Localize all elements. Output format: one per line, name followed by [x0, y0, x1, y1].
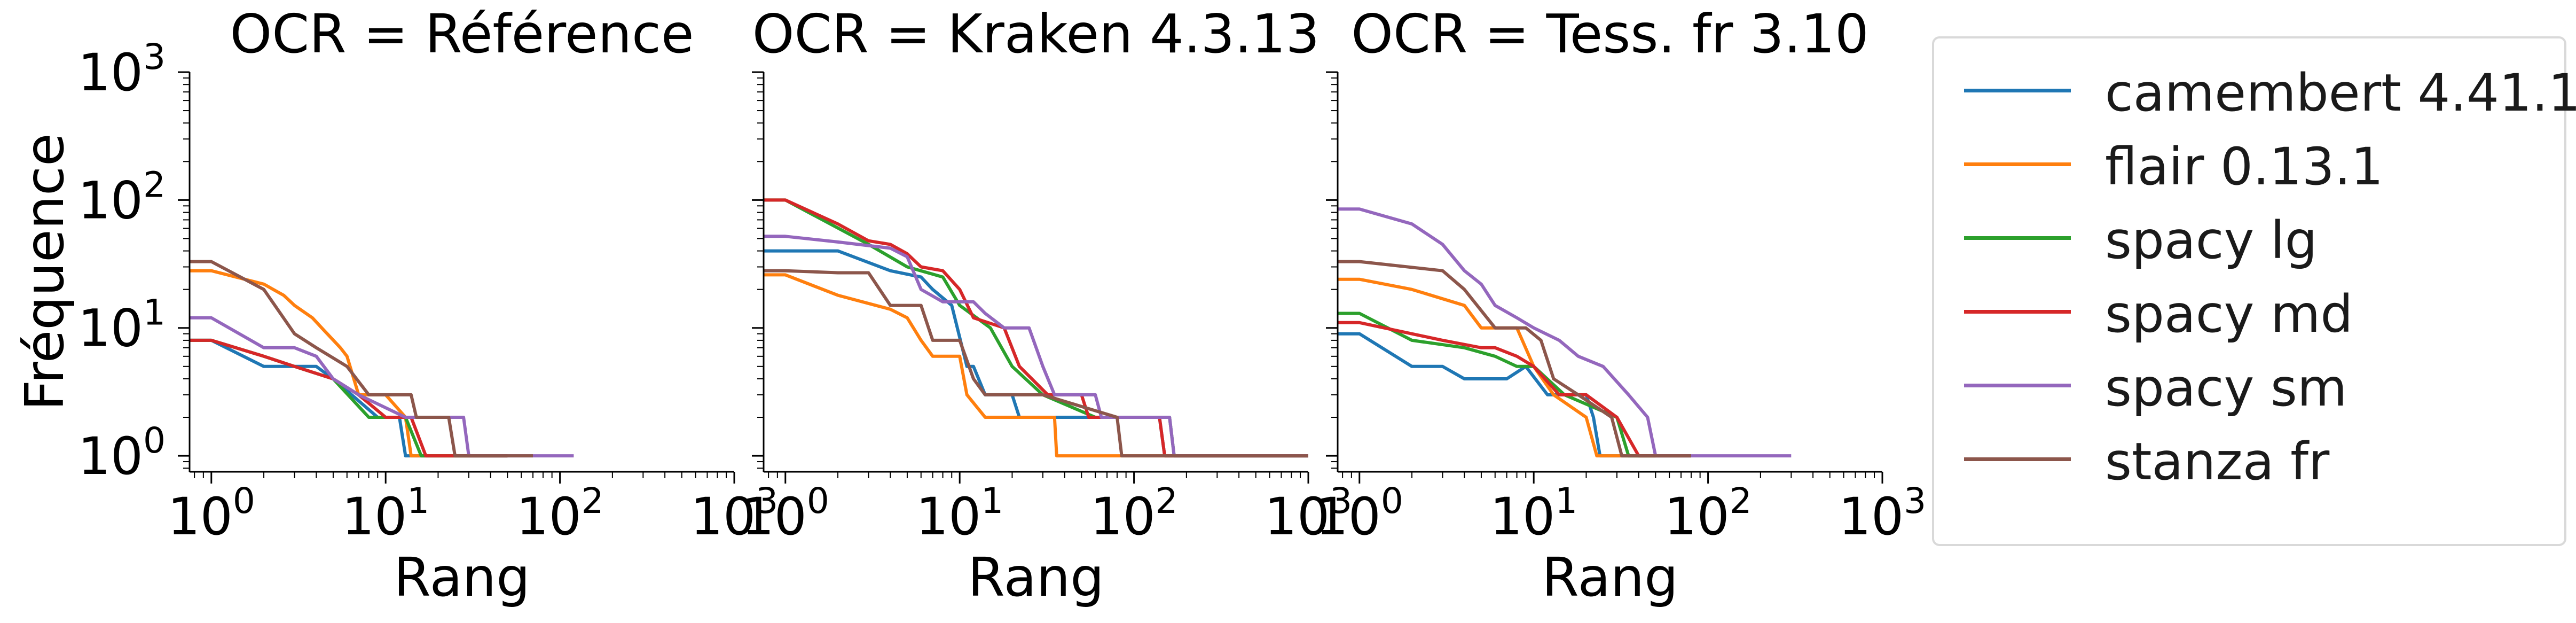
chart-panel-2: 100 101 102 103 OCR = Kraken 4.3.13 Rang [742, 3, 1352, 609]
chart-panel-1: 100 101 102 103 100 101 102 103 OCR = Référence R… [13, 3, 778, 609]
legend-label-flair: flair 0.13.1 [2105, 137, 2384, 197]
legend-swatch-stanza-fr [1964, 457, 2071, 461]
series-line-stanza-fr [1338, 260, 1691, 458]
x-tick-label: 103 [1265, 480, 1352, 547]
legend-swatch-spacy-md [1964, 310, 2071, 314]
x-tick-label: 102 [1664, 480, 1752, 547]
series-line-camembert-4-41-1 [1338, 332, 1656, 458]
y-axis-label: Fréquence [13, 134, 76, 411]
x-tick-label: 101 [342, 480, 429, 547]
series-line-spacy-sm [1338, 207, 1792, 458]
series-line-camembert-4-41-1 [764, 249, 1308, 458]
y-tick-label: 102 [78, 164, 166, 230]
legend-item-spacy-md: spacy md [1950, 282, 2564, 341]
series-line-stanza-fr [764, 269, 1308, 458]
series-line-flair-0-13-1 [190, 269, 508, 458]
x-tick-label: 102 [516, 480, 604, 547]
series-line-spacy-sm [764, 235, 1308, 458]
y-tick-label: 103 [78, 36, 166, 103]
legend-label-camembert: camembert 4.41.1 [2105, 63, 2576, 123]
chart-panel-3: 100 101 102 103 OCR = Tess. fr 3.10 Rang [1316, 3, 1926, 609]
x-tick-label: 100 [168, 480, 255, 547]
chart-title: OCR = Kraken 4.3.13 [752, 3, 1320, 65]
x-tick-label: 103 [1839, 480, 1926, 547]
legend-label-spacy-md: spacy md [2105, 284, 2353, 344]
x-axis-label: Rang [394, 546, 530, 609]
series-line-flair-0-13-1 [764, 273, 1308, 458]
legend-item-camembert: camembert 4.41.1 [1950, 61, 2576, 120]
legend-swatch-spacy-sm [1964, 384, 2071, 387]
series-line-stanza-fr [190, 260, 533, 458]
series-line-spacy-md [1338, 321, 1691, 458]
legend-item-stanza-fr: stanza fr [1950, 430, 2564, 488]
legend-swatch-flair [1964, 162, 2071, 166]
x-tick-label: 100 [1316, 480, 1403, 547]
x-axis-label: Rang [968, 546, 1104, 609]
x-axis-label: Rang [1542, 546, 1678, 609]
legend-label-stanza-fr: stanza fr [2105, 432, 2330, 492]
legend-swatch-camembert [1964, 89, 2071, 92]
chart-title: OCR = Référence [230, 3, 694, 65]
legend: camembert 4.41.1 flair 0.13.1 spacy lg s… [1932, 36, 2576, 546]
x-tick-label: 101 [916, 480, 1003, 547]
chart-title: OCR = Tess. fr 3.10 [1351, 3, 1869, 65]
series-line-spacy-lg [1338, 312, 1691, 458]
legend-item-spacy-sm: spacy sm [1950, 356, 2564, 415]
x-tick-label: 100 [742, 480, 829, 547]
x-tick-label: 102 [1090, 480, 1178, 547]
x-tick-label: 101 [1490, 480, 1577, 547]
y-tick-label: 101 [78, 292, 166, 359]
x-tick-label: 103 [690, 480, 778, 547]
legend-label-spacy-sm: spacy sm [2105, 358, 2347, 418]
legend-swatch-spacy-lg [1964, 236, 2071, 240]
legend-item-spacy-lg: spacy lg [1950, 208, 2564, 267]
legend-label-spacy-lg: spacy lg [2105, 211, 2318, 270]
y-tick-label: 100 [78, 420, 166, 486]
legend-item-flair: flair 0.13.1 [1950, 135, 2564, 193]
series-line-spacy-sm [190, 316, 574, 458]
